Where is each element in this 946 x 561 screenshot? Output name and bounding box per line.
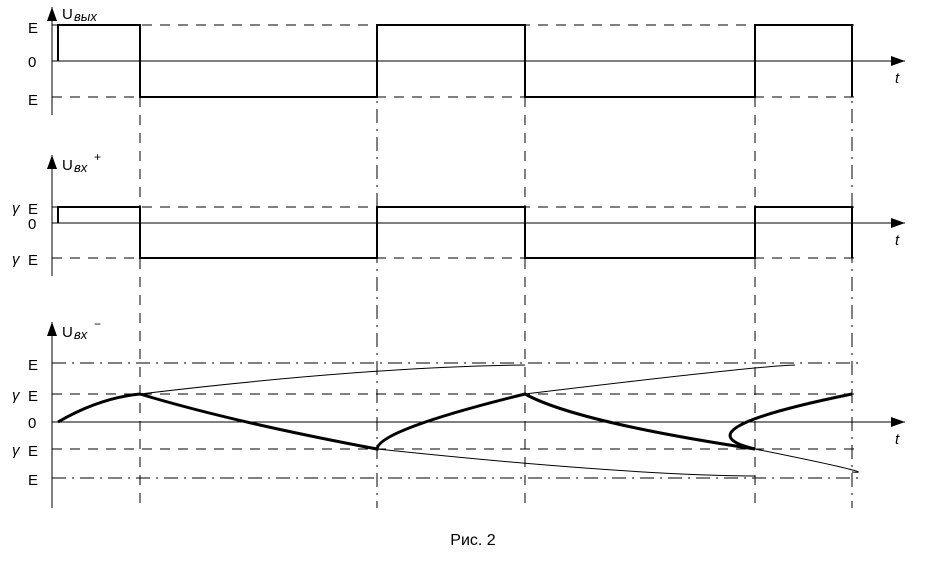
plot3-sup: − bbox=[94, 317, 101, 331]
plot1-lo-label: Е bbox=[28, 92, 38, 109]
y-axis-arrow bbox=[47, 7, 57, 21]
x-axis-arrow bbox=[891, 417, 905, 427]
plot3-hi-outer: Е bbox=[28, 357, 38, 374]
plot3-ylabel-sub: вx bbox=[74, 327, 88, 342]
asymptote-lower bbox=[377, 449, 858, 476]
plot1-hi-label: Е bbox=[28, 20, 38, 37]
plot3-lo-inner: Е bbox=[28, 443, 38, 460]
plot2-ylabel: U bbox=[62, 157, 73, 174]
y-axis-arrow bbox=[47, 322, 57, 336]
plot3-ylabel: U bbox=[62, 324, 73, 341]
plot2-hi-prefix: γ bbox=[12, 200, 21, 217]
plot1-zero-label: 0 bbox=[28, 54, 36, 71]
plot2-lo-prefix: γ bbox=[12, 251, 21, 268]
plot2-zero-label: 0 bbox=[28, 216, 36, 233]
plot2-xlabel: t bbox=[895, 232, 900, 249]
plot2-ylabel-sub: вx bbox=[74, 160, 88, 175]
plot3-hi-inner: Е bbox=[28, 388, 38, 405]
x-axis-arrow bbox=[891, 218, 905, 228]
figure-caption: Рис. 2 bbox=[450, 532, 496, 549]
uvx-plus-waveform bbox=[58, 207, 852, 258]
plot3-lo-outer: Е bbox=[28, 472, 38, 489]
y-axis-arrow bbox=[47, 155, 57, 169]
plot1-xlabel: t bbox=[895, 70, 900, 87]
plot3-zero-label: 0 bbox=[28, 415, 36, 432]
plot1-ylabel-sub: вых bbox=[74, 9, 97, 24]
timing-diagrams: UвыхЕ0ЕtUвx+γЕ0γЕtUвx−ЕγЕ0γЕЕtРис. 2 bbox=[0, 0, 946, 561]
plot2-sup: + bbox=[94, 150, 101, 164]
plot3-hi-inner-prefix: γ bbox=[12, 387, 21, 404]
x-axis-arrow bbox=[891, 56, 905, 66]
plot3-lo-inner-prefix: γ bbox=[12, 442, 21, 459]
plot1-ylabel: U bbox=[62, 6, 73, 23]
asymptote-upper bbox=[140, 365, 795, 394]
plot3-xlabel: t bbox=[895, 431, 900, 448]
plot2-lo-label: Е bbox=[28, 252, 38, 269]
